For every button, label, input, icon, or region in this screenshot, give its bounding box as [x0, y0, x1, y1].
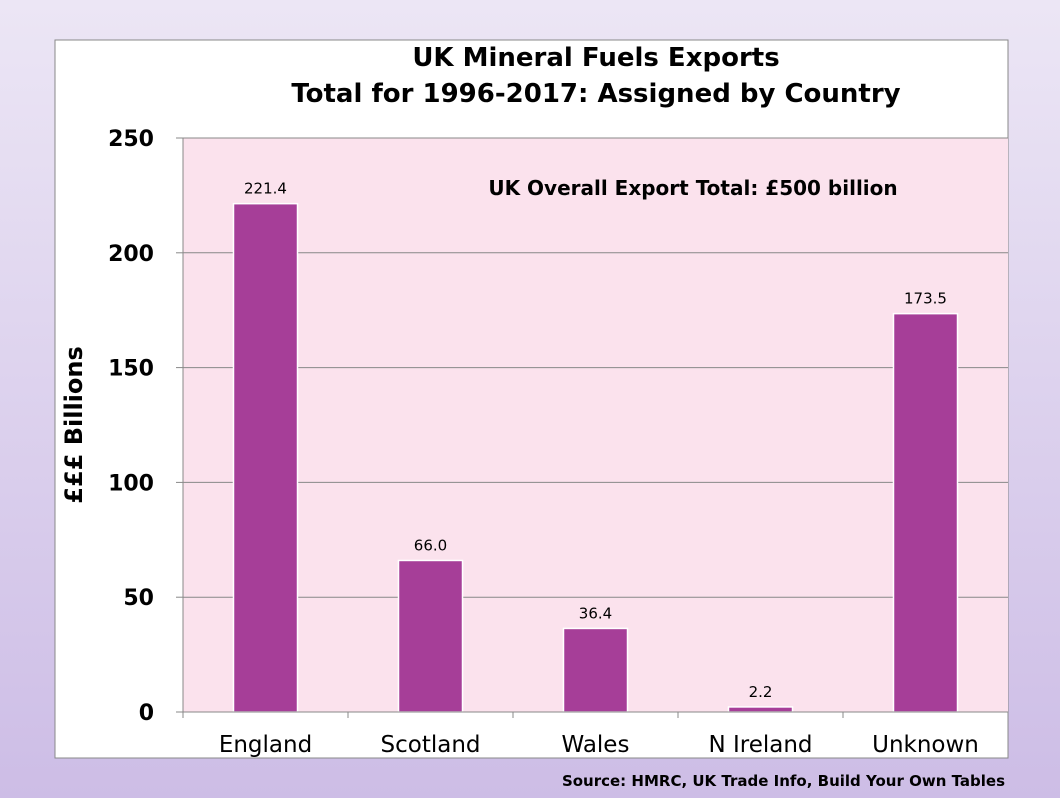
y-tick-label: 0 [139, 701, 154, 726]
bar-scotland [397, 559, 464, 713]
y-tick-label: 200 [108, 242, 154, 267]
x-tick-label: N Ireland [708, 732, 812, 758]
y-tick-labels: 0 50 100 150 200 250 [108, 127, 154, 726]
x-tick-label: Wales [562, 732, 630, 758]
y-tick-label: 50 [123, 586, 154, 611]
source-note: Source: HMRC, UK Trade Info, Build Your … [562, 772, 1005, 790]
bar-n-ireland [727, 706, 794, 713]
x-tick-labels: England Scotland Wales N Ireland Unknown [219, 732, 979, 758]
x-tick-label: Unknown [872, 732, 979, 758]
y-axis-label: £££ Billions [60, 346, 88, 504]
data-labels: 221.4 66.0 36.4 2.2 173.5 [244, 180, 947, 701]
x-tick-label: Scotland [381, 732, 481, 758]
data-label: 2.2 [749, 683, 773, 701]
bar-wales [562, 627, 629, 713]
data-label: 66.0 [414, 536, 447, 554]
bar-england [232, 202, 299, 713]
gridlines [183, 137, 1008, 598]
y-tick-label: 150 [108, 357, 154, 382]
bar-unknown [892, 312, 959, 713]
chart-title-line-2: Total for 1996-2017: Assigned by Country [291, 79, 900, 109]
export-total-annotation: UK Overall Export Total: £500 billion [488, 176, 897, 200]
plot-area [183, 138, 1008, 712]
bars [232, 202, 959, 713]
x-tick-label: England [219, 732, 312, 758]
data-label: 36.4 [579, 604, 612, 622]
y-tick-label: 100 [108, 471, 154, 496]
y-tick-label: 250 [108, 127, 154, 152]
chart-title-line-1: UK Mineral Fuels Exports [412, 43, 779, 73]
data-label: 173.5 [904, 290, 947, 308]
data-label: 221.4 [244, 180, 287, 198]
axes [176, 137, 1009, 718]
